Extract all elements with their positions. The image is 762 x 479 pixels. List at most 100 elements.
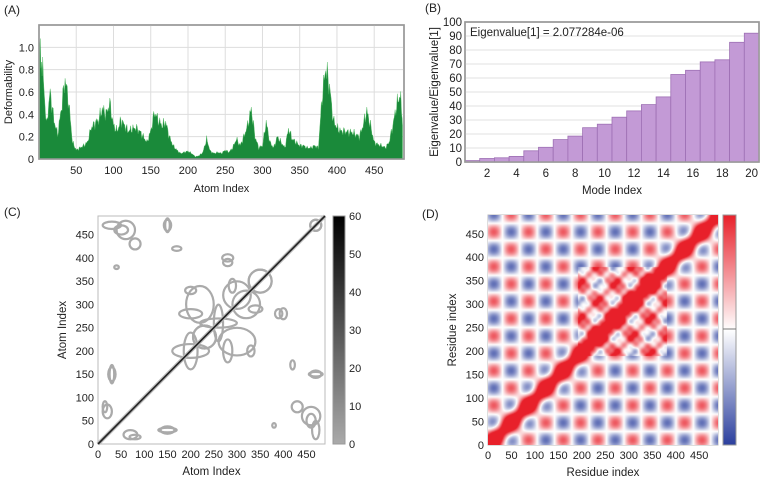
panel-c-contact-contour xyxy=(271,421,277,429)
panel-c-colorbar-tick-label: 40 xyxy=(349,287,361,299)
panel-c-xlabel: Atom Index xyxy=(182,466,240,478)
panel-a-frame xyxy=(38,24,405,160)
panel-d-ytick-label: 50 xyxy=(472,417,484,429)
panel-c-label: (C) xyxy=(4,205,21,219)
panel-c-contact-contour xyxy=(278,307,289,321)
panel-b-bar xyxy=(552,139,569,163)
panel-c-contact-contour xyxy=(198,317,238,329)
panel-c-contact-contour xyxy=(222,257,234,268)
panel-a-xtick-label: 100 xyxy=(104,165,122,177)
panel-c-contact-contour xyxy=(309,218,323,232)
panel-c-contact-contour xyxy=(212,303,225,343)
panel-c-colorbar-tick-label: 30 xyxy=(349,325,361,337)
panel-d-ytick-label: 0 xyxy=(478,440,484,452)
panel-c-ylabel: Atom Index xyxy=(57,301,69,359)
panel-c-ytick-label: 200 xyxy=(76,346,94,358)
panel-a-xtick-label: 300 xyxy=(253,165,271,177)
panel-d-ytick-label: 200 xyxy=(466,346,484,358)
panel-c-contact-contour xyxy=(227,277,238,294)
panel-a-xtick-label: 400 xyxy=(328,165,346,177)
panel-c-colorbar-tick-label: 10 xyxy=(349,401,361,413)
panel-c-ytick-label: 50 xyxy=(82,416,94,428)
panel-a-xtick-label: 150 xyxy=(142,165,160,177)
panel-c-contact-contour xyxy=(222,338,234,364)
panel-c-contact-contour xyxy=(247,268,273,294)
panel-d-ytick-label: 300 xyxy=(466,299,484,311)
panel-c-contact-contour xyxy=(182,331,199,371)
panel-b-bar xyxy=(641,104,657,163)
panel-d-colorbar xyxy=(722,214,737,446)
panel-c-contact-contour xyxy=(164,217,171,234)
panel-a-ytick-label: 0.2 xyxy=(19,132,34,144)
panel-c-ytick-label: 300 xyxy=(76,299,94,311)
panel-a-xtick-label: 50 xyxy=(70,165,82,177)
panel-b-ytick-label: 70 xyxy=(449,59,462,71)
panel-d-xtick-label: 250 xyxy=(596,450,614,462)
panel-c-contact-contour xyxy=(307,370,324,378)
panel-b-xlabel: Mode Index xyxy=(582,185,642,197)
panel-b-xtick-label: 6 xyxy=(543,168,549,180)
panel-b-xtick-label: 2 xyxy=(484,168,490,180)
panel-c-xtick-label: 100 xyxy=(135,449,153,461)
panel-c-contact-contour xyxy=(246,344,256,358)
panel-a-ytick-label: 0 xyxy=(28,154,34,166)
panel-c-contact-contour xyxy=(300,405,322,427)
panel-c-xtick-label: 250 xyxy=(205,449,223,461)
panel-c-ytick-label: 150 xyxy=(76,369,94,381)
panel-c-contact-contour xyxy=(222,280,252,311)
panel-b-ytick-label: 10 xyxy=(449,143,462,155)
panel-c-ytick-label: 450 xyxy=(76,230,94,242)
panel-b-bar xyxy=(523,150,539,163)
panel-d-xtick-label: 300 xyxy=(620,450,638,462)
panel-b-bar xyxy=(611,116,628,163)
panel-c-contact-contour xyxy=(157,426,178,434)
panel-b-bar xyxy=(714,59,731,163)
panel-d-heatmap xyxy=(488,215,718,445)
panel-b-ytick-label: 50 xyxy=(449,87,462,99)
panel-b-label: (B) xyxy=(425,1,441,15)
panel-a-xtick-label: 200 xyxy=(179,165,197,177)
panel-c-xtick-label: 150 xyxy=(158,449,176,461)
panel-b-xtick-label: 18 xyxy=(716,168,729,180)
panel-a-xtick-label: 250 xyxy=(216,165,234,177)
panel-c-colorbar-tick-label: 50 xyxy=(349,249,361,261)
panel-c-xtick-label: 450 xyxy=(297,449,315,461)
panel-b-ytick-label: 40 xyxy=(449,101,462,113)
panel-d-xtick-label: 50 xyxy=(505,450,517,462)
panel-c-contact-contour xyxy=(128,237,142,251)
panel-b-bar xyxy=(655,96,672,163)
panel-b-ytick-label: 100 xyxy=(443,17,462,29)
panel-a-ytick-label: 0.4 xyxy=(19,109,34,121)
panel-d-xtick-label: 450 xyxy=(690,450,708,462)
panel-c-contact-contour xyxy=(113,264,120,271)
panel-b-ytick-label: 60 xyxy=(449,73,462,85)
panel-c-xtick-label: 300 xyxy=(228,449,246,461)
panel-b-ytick-label: 80 xyxy=(449,45,462,57)
panel-c-contact-contour xyxy=(221,253,235,263)
panel-d-ytick-label: 350 xyxy=(466,276,484,288)
panel-b-bar xyxy=(670,74,686,163)
panel-b-xtick-label: 14 xyxy=(657,168,670,180)
panel-c-ytick-label: 350 xyxy=(76,276,94,288)
panel-c-contact-contour xyxy=(171,245,183,252)
panel-d-ytick-label: 450 xyxy=(466,229,484,241)
panel-b-ytick-label: 20 xyxy=(449,129,462,141)
panel-b-xtick-label: 4 xyxy=(513,168,520,180)
panel-b-xtick-label: 8 xyxy=(572,168,578,180)
panel-d-ytick-label: 250 xyxy=(466,323,484,335)
panel-b-bar xyxy=(729,41,745,163)
panel-b-bar xyxy=(538,146,554,163)
panel-c-contact-contour xyxy=(162,218,173,232)
panel-b-bar xyxy=(685,69,701,163)
panel-d-xtick-label: 200 xyxy=(573,450,591,462)
panel-b-ytick-label: 30 xyxy=(449,115,462,127)
panel-d-xtick-label: 150 xyxy=(549,450,567,462)
panel-c-contact-contour xyxy=(305,412,317,429)
panel-d-ylabel: Residue index xyxy=(447,293,459,366)
panel-c-contact-contour xyxy=(231,289,262,320)
panel-c-contact-contour xyxy=(101,400,109,414)
panel-a-ylabel: Deformability xyxy=(3,59,15,124)
panel-b-annotation: Eigenvalue[1] = 2.077284e-06 xyxy=(470,27,624,39)
panel-c-contact-contour xyxy=(108,363,116,385)
panel-b-frame xyxy=(464,21,760,163)
